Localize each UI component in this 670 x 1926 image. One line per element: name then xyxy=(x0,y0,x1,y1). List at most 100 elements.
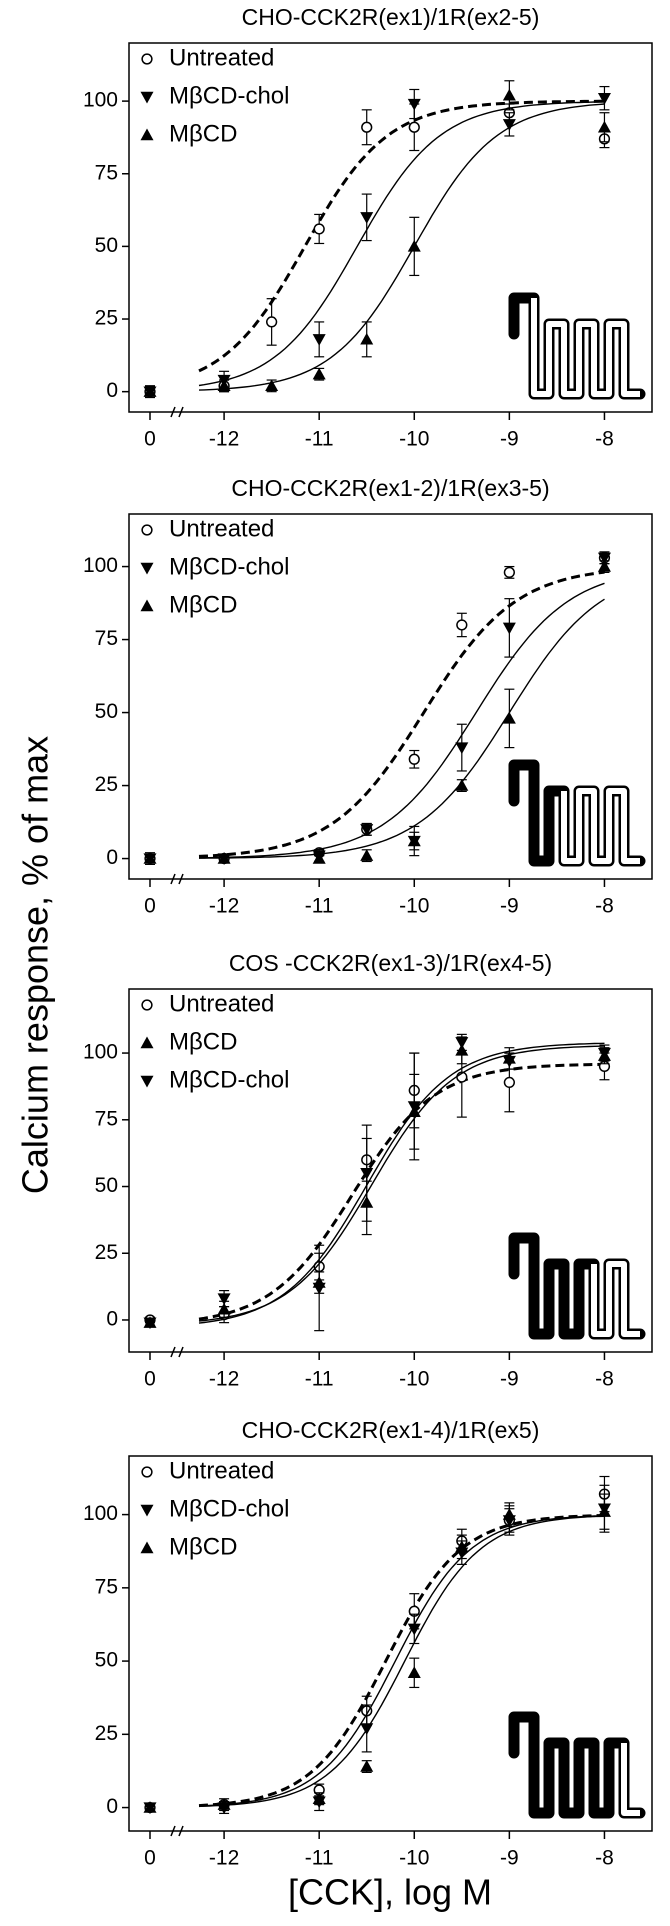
marker-triangle-up xyxy=(407,834,421,847)
marker-triangle-down xyxy=(312,334,326,346)
x-tick-label: -12 xyxy=(209,895,239,918)
y-tick-label: 50 xyxy=(95,1174,118,1197)
receptor-inner xyxy=(591,1261,640,1337)
y-tick-label: 50 xyxy=(95,1649,118,1672)
fit-curve xyxy=(199,598,605,859)
marker-circle xyxy=(141,524,153,536)
marker-triangle-down xyxy=(140,1504,154,1517)
marker-triangle-up xyxy=(597,120,611,133)
marker-triangle-up xyxy=(217,379,231,392)
marker-triangle-up xyxy=(502,711,516,724)
marker-triangle-up xyxy=(217,1798,231,1810)
x-tick-label: -8 xyxy=(595,428,614,451)
plot-frame xyxy=(128,42,653,413)
marker-triangle-up xyxy=(502,1508,516,1520)
y-tick-label: 0 xyxy=(106,1795,118,1818)
marker-triangle-up xyxy=(217,852,231,864)
chart-title: CHO-CCK2R(ex1-4)/1R(ex5) xyxy=(242,1417,540,1443)
chart-title: CHO-CCK2R(ex1)/1R(ex2-5) xyxy=(242,4,540,30)
y-tick-label: 100 xyxy=(83,1041,118,1064)
axis-break xyxy=(178,1346,184,1358)
x-tick-label: -9 xyxy=(500,1368,519,1391)
marker-triangle-down xyxy=(502,1055,516,1068)
marker-triangle-up xyxy=(407,1666,421,1678)
fit-curve xyxy=(198,103,605,391)
marker-triangle-up xyxy=(455,1540,469,1553)
legend-label: MβCD-chol xyxy=(169,553,289,580)
marker-triangle-down xyxy=(407,98,421,111)
marker-triangle-up xyxy=(140,128,154,141)
x-tick-label: -11 xyxy=(305,1368,334,1391)
plot-frame xyxy=(128,1455,653,1832)
marker-triangle-up xyxy=(407,239,421,252)
x-tick-label: -12 xyxy=(209,1847,239,1870)
axis-break xyxy=(170,1346,176,1358)
axis-break xyxy=(178,406,184,418)
axis-break xyxy=(178,1825,184,1837)
marker-triangle-down xyxy=(140,91,154,104)
y-tick-label: 50 xyxy=(95,700,118,723)
x-tick-label: -10 xyxy=(399,1847,429,1870)
y-tick-label: 100 xyxy=(83,554,118,577)
marker-triangle-down xyxy=(597,93,611,105)
fit-curve xyxy=(198,1045,605,1322)
receptor-inner xyxy=(621,1743,640,1816)
marker-triangle-up xyxy=(312,852,326,864)
marker-triangle-up xyxy=(502,88,516,101)
marker-triangle-down xyxy=(217,1293,231,1306)
marker-triangle-up xyxy=(265,379,279,392)
marker-triangle-up xyxy=(140,599,154,612)
marker-triangle-up xyxy=(360,1760,374,1772)
marker-triangle-up xyxy=(143,1801,157,1813)
axis-break xyxy=(178,873,184,885)
marker-triangle-up xyxy=(217,1302,231,1315)
marker-circle xyxy=(503,1076,515,1089)
fit-curve xyxy=(198,1515,605,1807)
marker-circle xyxy=(266,316,278,328)
y-tick-label: 75 xyxy=(95,627,118,650)
fit-curve xyxy=(198,1515,605,1807)
marker-triangle-up xyxy=(143,852,157,864)
x-tick-label: -8 xyxy=(595,895,614,918)
marker-triangle-up xyxy=(597,560,611,572)
fit-curve xyxy=(198,1514,605,1808)
marker-triangle-down xyxy=(360,1167,374,1180)
marker-circle xyxy=(408,121,420,133)
marker-triangle-down xyxy=(143,1317,157,1330)
y-tick-label: 0 xyxy=(106,379,118,402)
y-tick-label: 25 xyxy=(95,1722,118,1745)
marker-triangle-up xyxy=(140,1036,154,1049)
x-tick-label: -10 xyxy=(399,1368,429,1391)
marker-triangle-up xyxy=(143,385,157,397)
y-tick-label: 75 xyxy=(95,1107,118,1130)
legend-label: Untreated xyxy=(169,44,274,71)
x-tick-label: -12 xyxy=(209,428,239,451)
x-tick-label: -12 xyxy=(209,1368,239,1391)
marker-circle xyxy=(456,619,468,631)
marker-triangle-up xyxy=(360,332,374,345)
fit-curve xyxy=(198,1062,605,1321)
marker-circle xyxy=(408,753,420,765)
y-tick-label: 50 xyxy=(95,234,118,257)
marker-circle xyxy=(141,53,153,65)
marker-triangle-down xyxy=(502,119,516,131)
marker-triangle-up xyxy=(312,367,326,380)
chart-title: CHO-CCK2R(ex1-2)/1R(ex3-5) xyxy=(231,475,549,501)
marker-triangle-down xyxy=(407,1101,421,1113)
fit-curve xyxy=(198,570,605,858)
marker-triangle-up xyxy=(455,779,469,791)
legend-label: MβCD xyxy=(169,1028,237,1055)
legend-label: MβCD xyxy=(169,120,237,147)
fit-curve xyxy=(198,582,605,859)
marker-triangle-up xyxy=(597,1505,611,1517)
marker-triangle-down xyxy=(360,824,374,836)
marker-triangle-up xyxy=(360,849,374,861)
x-tick-label: -8 xyxy=(595,1847,614,1870)
y-tick-label: 100 xyxy=(83,89,118,112)
legend-label: MβCD-chol xyxy=(169,1066,289,1093)
x-axis-label: [CCK], log M xyxy=(288,1872,492,1913)
marker-triangle-down xyxy=(312,1282,326,1295)
marker-circle xyxy=(141,1466,153,1478)
legend-label: MβCD xyxy=(169,591,237,618)
